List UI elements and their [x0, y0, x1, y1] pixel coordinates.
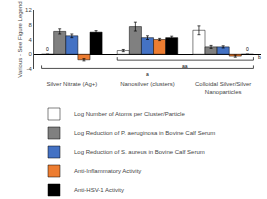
svg-text:Silver Nitrate (Ag+): Silver Nitrate (Ag+): [46, 81, 97, 87]
svg-text:Log Number of Atoms per Cluste: Log Number of Atoms per Cluster/Particle: [74, 111, 185, 117]
svg-text:aa: aa: [182, 63, 188, 69]
svg-text:b: b: [258, 54, 261, 60]
svg-text:a: a: [146, 71, 149, 77]
svg-text:-4: -4: [26, 66, 32, 72]
svg-text:Various - See Figure Legend: Various - See Figure Legend: [17, 1, 23, 77]
svg-text:0: 0: [46, 46, 49, 52]
svg-text:Anti-HSV-1 Activity: Anti-HSV-1 Activity: [74, 187, 124, 193]
svg-text:Anti-Inflammatory Activity: Anti-Inflammatory Activity: [74, 168, 141, 174]
svg-text:4: 4: [28, 37, 32, 43]
svg-text:8: 8: [28, 22, 32, 28]
svg-text:Colloidal Silver/SilverNanopar: Colloidal Silver/SilverNanoparticles: [195, 81, 251, 95]
svg-text:12: 12: [25, 7, 32, 13]
svg-text:Log Reduction of S. aureus in: Log Reduction of S. aureus in Bovine Cal…: [74, 149, 205, 155]
svg-text:Nanosilver (clusters): Nanosilver (clusters): [120, 81, 175, 87]
svg-text:0: 0: [28, 51, 32, 57]
svg-text:Log Reduction of P. aeruginosa: Log Reduction of P. aeruginosa in Bovine…: [74, 130, 215, 136]
svg-text:0: 0: [246, 46, 249, 52]
